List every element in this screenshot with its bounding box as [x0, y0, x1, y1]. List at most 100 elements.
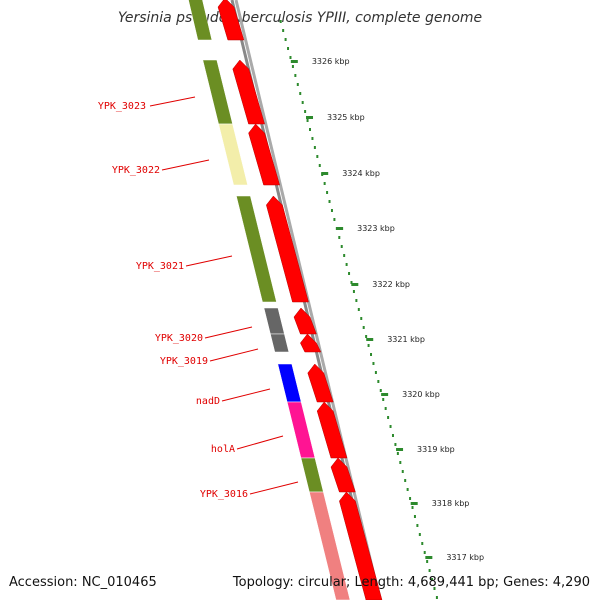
- gene-labels: YPK_3023 YPK_3022 YPK_3021 YPK_3020 YPK_3019…: [98, 96, 299, 500]
- major-tick: [366, 338, 374, 341]
- gene-arrow: [330, 457, 356, 493]
- cog-segment: [286, 401, 316, 459]
- minor-tick: [289, 56, 292, 59]
- minor-tick: [384, 407, 387, 410]
- major-tick: [381, 393, 389, 396]
- minor-tick: [426, 560, 429, 563]
- minor-tick: [282, 29, 285, 32]
- minor-tick: [409, 497, 412, 500]
- minor-tick: [311, 137, 314, 140]
- map-title: Yersinia pseudotuberculosis YPIII, compl…: [117, 10, 483, 26]
- minor-tick: [387, 416, 390, 419]
- minor-tick: [313, 146, 316, 149]
- tick-label: 3319 kbp: [417, 445, 455, 454]
- minor-tick: [399, 461, 402, 464]
- major-tick: [306, 116, 314, 119]
- gene-leader-line: [204, 326, 253, 339]
- tick-label: 3326 kbp: [312, 57, 350, 66]
- tick-label: 3318 kbp: [432, 499, 470, 508]
- gene-leader-line: [249, 481, 299, 495]
- minor-tick: [413, 515, 416, 518]
- tick-label: 3317 kbp: [446, 553, 484, 562]
- major-tick: [336, 227, 344, 230]
- gene-label: YPK_3022: [112, 165, 160, 176]
- minor-tick: [406, 488, 409, 491]
- gene-label: nadD: [196, 396, 220, 407]
- major-tick: [425, 556, 433, 559]
- minor-tick: [340, 245, 343, 248]
- gene-leader-line: [221, 388, 271, 402]
- gene-label: YPK_3020: [155, 333, 203, 344]
- minor-tick: [309, 128, 311, 131]
- minor-tick: [382, 398, 385, 401]
- tick-label: 3322 kbp: [372, 280, 410, 289]
- major-tick: [351, 283, 359, 286]
- tick-label: 3325 kbp: [327, 113, 365, 122]
- major-tick: [410, 502, 418, 505]
- minor-tick: [365, 335, 368, 338]
- minor-tick: [287, 47, 290, 50]
- tick-label: 3323 kbp: [357, 224, 395, 233]
- minor-tick: [338, 236, 341, 239]
- minor-tick: [362, 326, 365, 329]
- minor-tick: [328, 200, 331, 203]
- minor-tick: [394, 443, 397, 446]
- gene-arrow: [293, 307, 317, 335]
- gene-leader-line: [236, 435, 284, 450]
- gene-leader-line: [185, 255, 233, 267]
- minor-tick: [296, 83, 299, 86]
- tick-label: 3320 kbp: [402, 390, 440, 399]
- minor-tick: [379, 389, 382, 392]
- major-tick: [290, 60, 298, 63]
- cog-segment: [188, 0, 213, 41]
- minor-tick: [431, 578, 434, 581]
- minor-tick: [279, 20, 282, 23]
- minor-tick: [318, 164, 321, 167]
- minor-tick: [301, 101, 304, 104]
- minor-tick: [389, 425, 392, 428]
- major-tick: [321, 172, 329, 175]
- minor-tick: [401, 470, 404, 473]
- gene-leader-line: [209, 348, 259, 362]
- minor-tick: [404, 479, 407, 482]
- minor-tick: [330, 209, 333, 212]
- gene-arrow: [266, 195, 309, 303]
- minor-tick: [294, 74, 297, 77]
- minor-tick: [350, 281, 353, 284]
- minor-tick: [316, 155, 319, 158]
- minor-tick: [352, 290, 355, 293]
- gene-arrow: [316, 401, 348, 459]
- minor-tick: [291, 65, 294, 68]
- minor-tick: [355, 299, 358, 302]
- minor-tick: [377, 380, 380, 383]
- minor-tick: [348, 272, 351, 275]
- gene-arrow: [339, 491, 383, 600]
- gene-label: YPK_3019: [160, 356, 208, 367]
- cog-segment: [236, 195, 277, 303]
- gene-leader-line: [161, 159, 210, 171]
- minor-tick: [418, 533, 421, 536]
- cog-segment: [277, 363, 302, 403]
- gene-arrow: [217, 0, 245, 41]
- cog-segment: [300, 457, 324, 493]
- minor-tick: [391, 434, 394, 437]
- minor-tick: [396, 452, 399, 455]
- tick-track: 3326 kbp 3325 kbp 3324 kbp 3323 kbp 3322 kbp…: [279, 20, 484, 599]
- minor-tick: [367, 344, 370, 347]
- tick-label: 3321 kbp: [387, 335, 425, 344]
- arrow-track: [217, 0, 383, 600]
- gene-arrow: [300, 333, 322, 353]
- cog-track: [188, 0, 351, 600]
- minor-tick: [428, 569, 431, 572]
- cog-segment: [263, 307, 285, 335]
- minor-tick: [284, 38, 287, 41]
- minor-tick: [345, 263, 348, 266]
- gene-leader-line: [149, 96, 196, 107]
- gene-arrow: [232, 59, 265, 125]
- gene-arrow: [307, 363, 334, 403]
- minor-tick: [374, 371, 377, 374]
- minor-tick: [411, 506, 414, 509]
- cog-segment: [202, 59, 233, 125]
- minor-tick: [435, 596, 438, 599]
